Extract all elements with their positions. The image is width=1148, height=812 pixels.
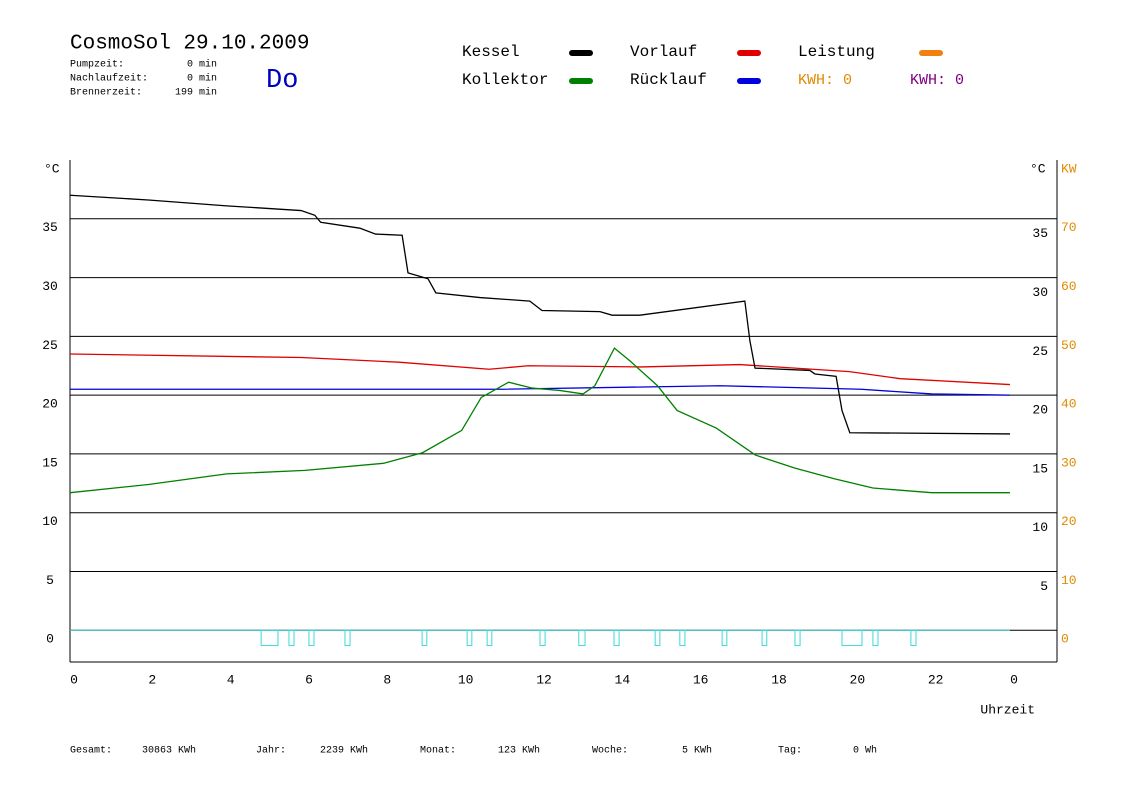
x-tick-label: 0 — [70, 672, 78, 687]
pump-pulse — [761, 629, 768, 647]
stat-label: Pumpzeit: — [70, 59, 124, 71]
y-tick-label: 25 — [42, 338, 58, 353]
kwh-label: KWH: 0 — [910, 72, 964, 89]
footer-value: 2239 KWh — [320, 745, 368, 757]
stat-value: 0 min — [187, 73, 217, 85]
y-tick-label: 20 — [42, 397, 58, 412]
y-tick-label: 10 — [42, 514, 58, 529]
x-tick-label: 18 — [771, 672, 787, 687]
pump-pulse — [654, 629, 661, 647]
y-tick-label: 15 — [42, 455, 58, 470]
y2-tick-label: 0 — [1061, 632, 1069, 647]
pump-pulse — [872, 629, 879, 647]
series-line — [69, 353, 1011, 386]
footer-value: 30863 KWh — [142, 745, 196, 757]
y2-tick-label: 10 — [1061, 573, 1077, 588]
title: CosmoSol 29.10.2009 — [70, 33, 309, 56]
y2-tick-label: 20 — [1061, 514, 1077, 529]
pump-pulse — [344, 629, 351, 647]
y2-tick-label: 40 — [1061, 397, 1077, 412]
x-tick-label: 10 — [458, 672, 474, 687]
x-tick-label: 12 — [536, 672, 552, 687]
footer-label: Jahr: — [256, 745, 286, 757]
footer-value: 5 KWh — [682, 745, 712, 757]
pump-pulse — [421, 629, 428, 647]
stat-label: Brennerzeit: — [70, 87, 142, 99]
stat-value: 199 min — [175, 87, 217, 99]
footer-value: 123 KWh — [498, 745, 540, 757]
pump-pulse — [260, 629, 279, 647]
y-tick-label-right: 35 — [1032, 226, 1048, 241]
footer-label: Woche: — [592, 745, 628, 757]
weekday: Do — [266, 66, 298, 96]
pump-pulse — [308, 629, 315, 647]
y-tick-label: 5 — [46, 573, 54, 588]
y2-tick-label: 60 — [1061, 279, 1077, 294]
pump-pulse — [794, 629, 801, 647]
x-tick-label: 4 — [227, 672, 235, 687]
stat-label: Nachlaufzeit: — [70, 73, 148, 85]
legend-label: Vorlauf — [630, 43, 697, 61]
x-tick-label: 0 — [1010, 672, 1018, 687]
kwh-label: KWH: 0 — [798, 72, 852, 89]
x-tick-label: 14 — [615, 672, 631, 687]
footer-label: Monat: — [420, 746, 456, 757]
x-axis-label: Uhrzeit — [980, 702, 1035, 717]
y-tick-label-right: 5 — [1040, 579, 1048, 594]
y2-tick-label: 70 — [1061, 220, 1077, 235]
legend-label: Rücklauf — [630, 71, 707, 89]
series-line — [70, 385, 1011, 396]
x-tick-label: 6 — [305, 672, 313, 687]
y-tick-label-right: 25 — [1032, 344, 1048, 359]
x-tick-label: 8 — [383, 672, 391, 687]
y-tick-label-right: 10 — [1032, 520, 1048, 535]
legend-label: Leistung — [798, 43, 875, 61]
pump-pulse — [578, 629, 586, 647]
pump-pulse — [288, 629, 295, 647]
pump-pulse — [613, 629, 620, 647]
y-axis-label-right: °C — [1030, 161, 1046, 176]
y-tick-label: 30 — [42, 279, 58, 294]
legend-label: Kessel — [462, 43, 520, 61]
y-tick-label-right: 30 — [1032, 285, 1048, 300]
x-tick-label: 20 — [850, 672, 866, 687]
y2-tick-label: 50 — [1061, 338, 1077, 353]
x-tick-label: 2 — [148, 672, 156, 687]
y-tick-label: 35 — [42, 220, 58, 235]
series-line — [69, 347, 1010, 494]
pump-pulse — [910, 629, 917, 647]
y-tick-label-right: 20 — [1032, 403, 1048, 418]
footer-value: 0 Wh — [853, 745, 877, 757]
pump-pulse — [721, 629, 728, 647]
footer-label: Gesamt: — [70, 746, 112, 757]
y2-axis-label: KW — [1061, 161, 1077, 176]
pump-pulse — [466, 629, 473, 647]
x-tick-label: 22 — [928, 672, 944, 687]
pump-pulse — [841, 629, 863, 647]
y-axis-label: °C — [44, 161, 60, 176]
pump-pulse — [679, 629, 686, 647]
legend-label: Kollektor — [462, 71, 548, 89]
pump-pulse — [486, 629, 493, 647]
series-line — [69, 194, 1011, 435]
y-tick-label: 0 — [46, 632, 54, 647]
stat-value: 0 min — [187, 59, 217, 71]
footer-label: Tag: — [778, 746, 802, 757]
pump-pulse — [539, 629, 546, 647]
x-tick-label: 16 — [693, 672, 709, 687]
y-tick-label-right: 15 — [1032, 461, 1048, 476]
y2-tick-label: 30 — [1061, 455, 1077, 470]
